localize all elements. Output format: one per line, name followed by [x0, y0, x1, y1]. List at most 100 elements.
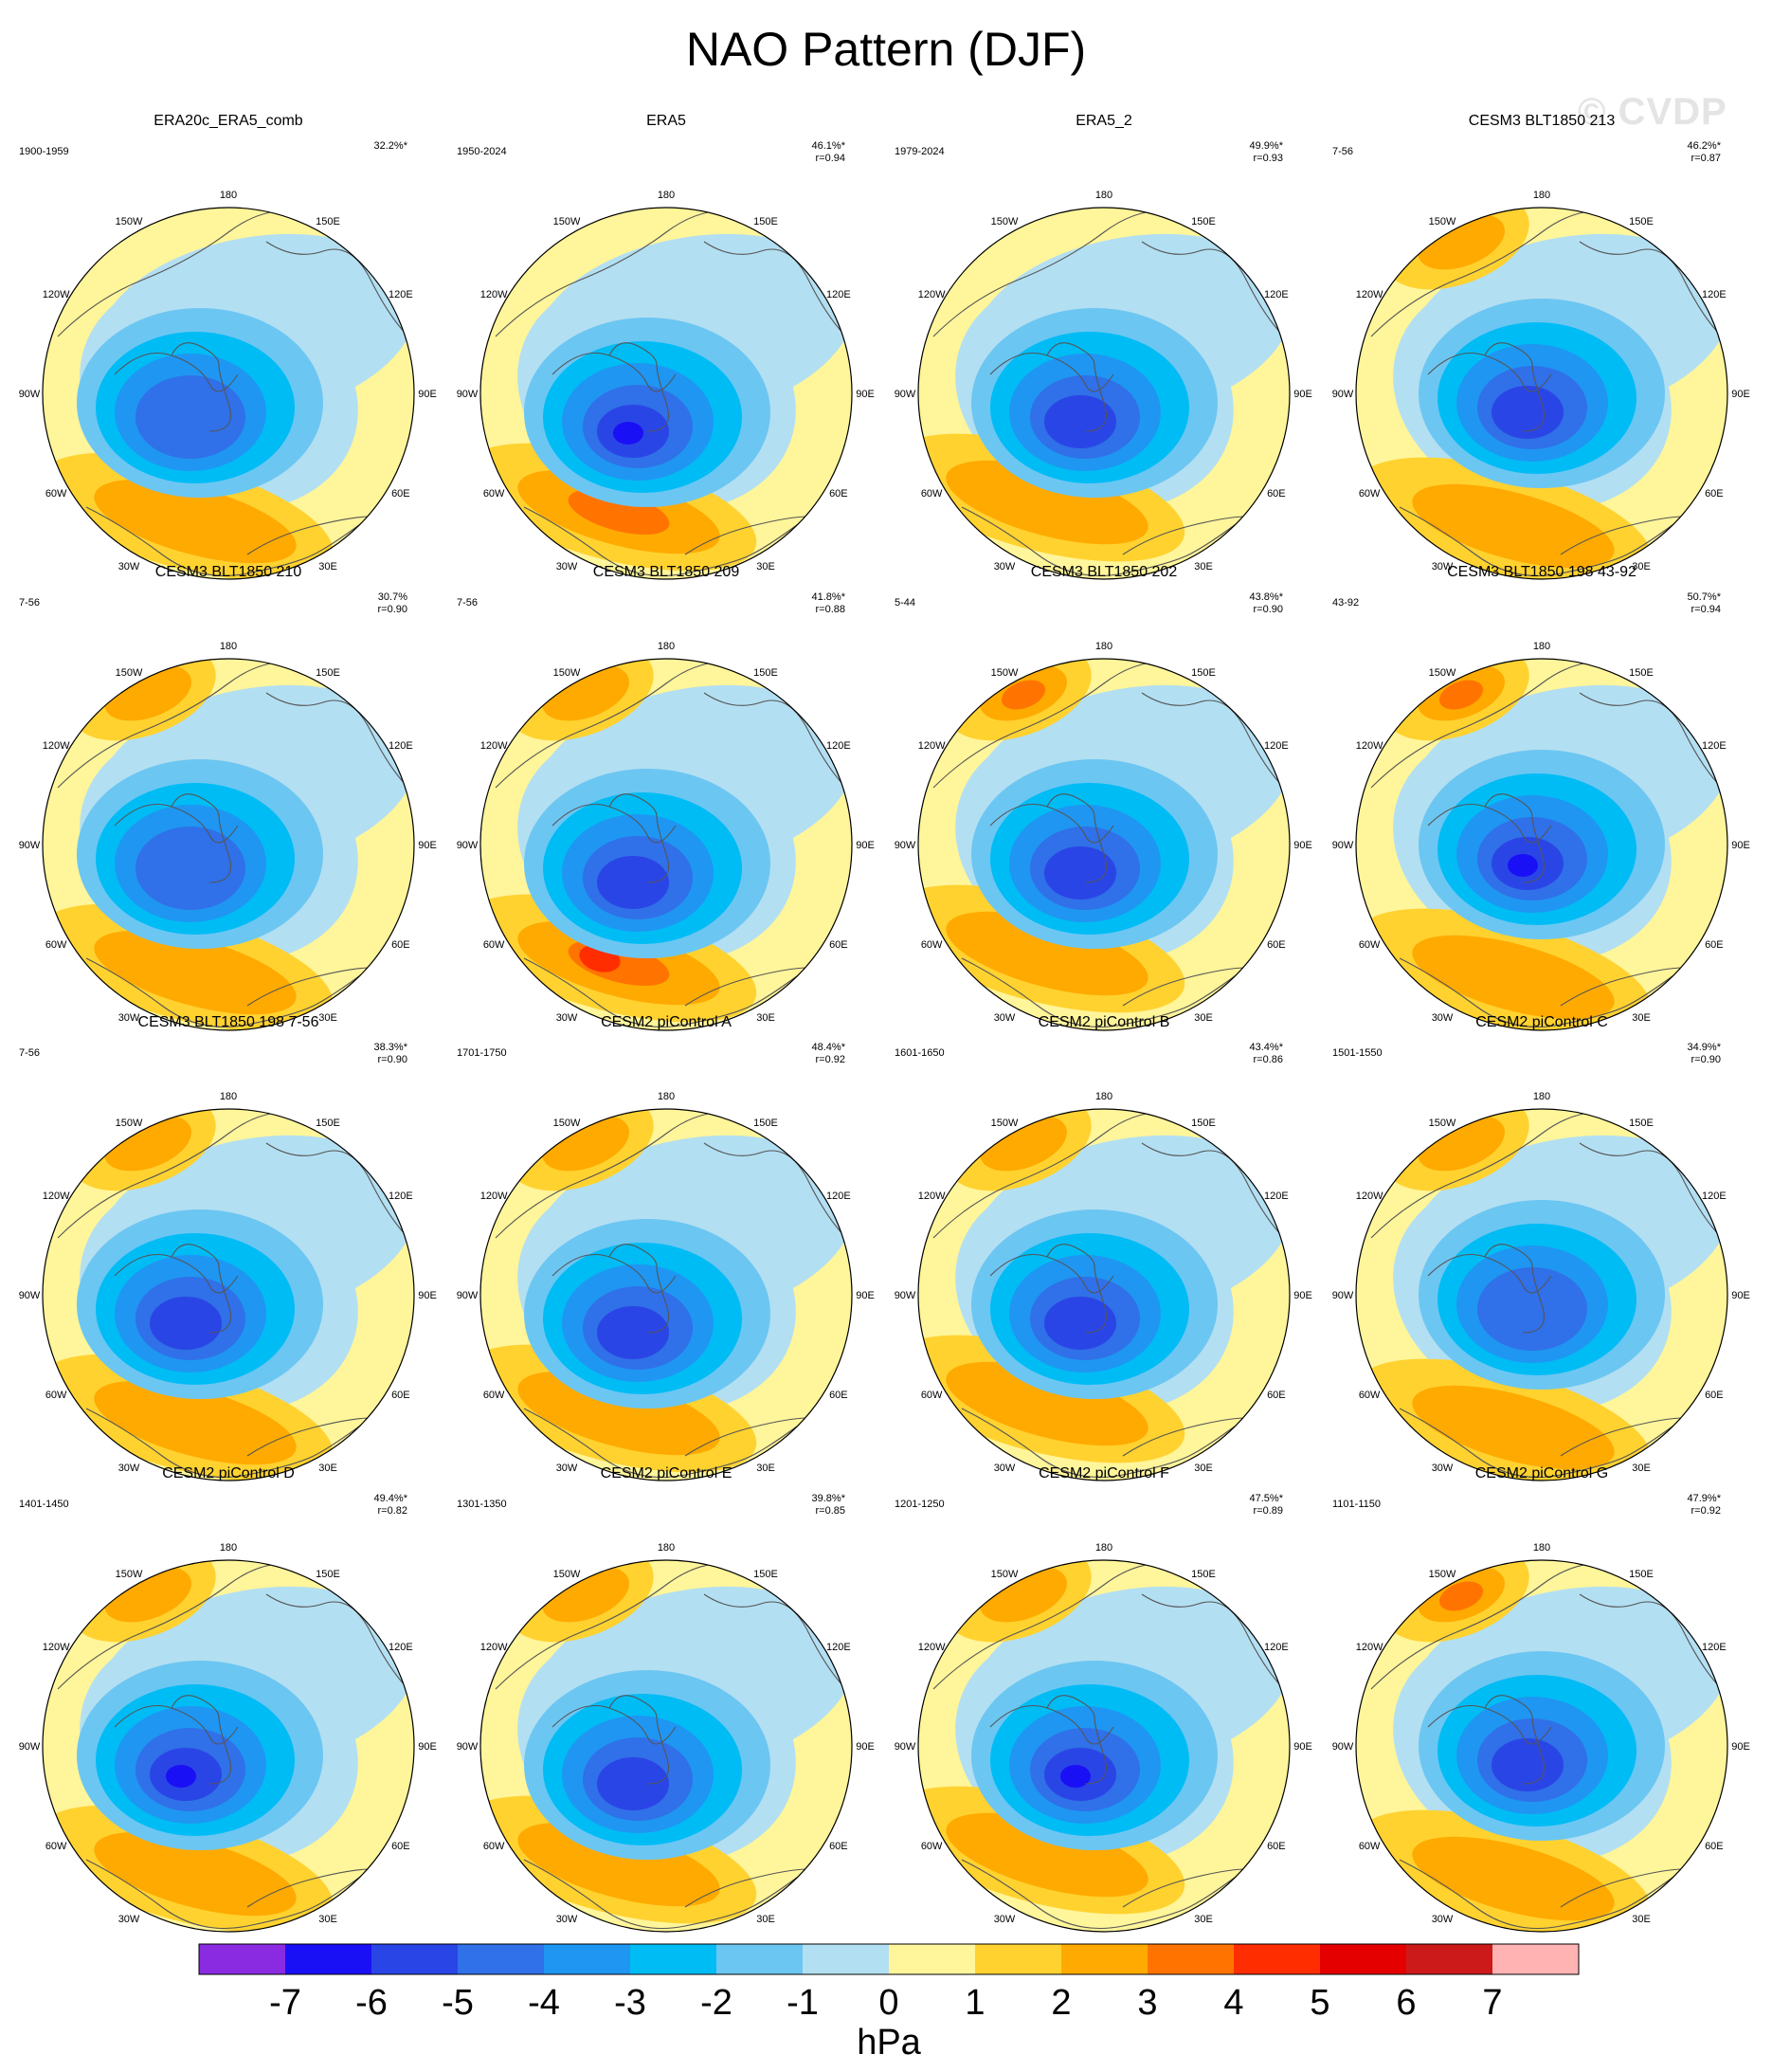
- colorbar-swatch: [1148, 1944, 1234, 1974]
- explained-variance: 32.2%*: [373, 140, 407, 152]
- longitude-label: 30W: [994, 1012, 1016, 1024]
- longitude-label: 90W: [457, 840, 479, 851]
- map-panel: 180150E120E90E60E30E030W60W90W120W150WCE…: [885, 1464, 1323, 1933]
- longitude-label: 180: [1533, 190, 1550, 201]
- longitude-label: 30W: [118, 561, 140, 573]
- longitude-label: 90E: [418, 1741, 437, 1753]
- longitude-label: 30E: [1632, 1914, 1651, 1925]
- map-panel: 180150E120E90E60E30E030W60W90W120W150WCE…: [9, 1013, 447, 1481]
- map-boundary: [42, 1559, 415, 1933]
- longitude-label: 150E: [1629, 1569, 1654, 1580]
- longitude-label: 120W: [480, 740, 508, 752]
- colorbar-tick-label: 0: [878, 1983, 898, 2023]
- colorbar-tick-label: 4: [1223, 1983, 1243, 2023]
- longitude-label: 30E: [1194, 1012, 1213, 1024]
- longitude-label: 180: [1095, 1542, 1112, 1554]
- panel-period: 1701-1750: [457, 1047, 507, 1059]
- longitude-label: 90E: [856, 1290, 875, 1301]
- map-boundary: [479, 1108, 853, 1481]
- panel-stats: 48.4%* r=0.92: [769, 1042, 845, 1066]
- panel-title: CESM3 BLT1850 202: [1030, 564, 1178, 580]
- longitude-label: 120E: [1702, 289, 1727, 300]
- longitude-label: 60E: [1705, 1390, 1724, 1401]
- map-panel: 180150E120E90E60E30E030W60W90W120W150WCE…: [885, 563, 1323, 1031]
- polar-map: 180150E120E90E60E30E030W60W90W120W150W: [1332, 1091, 1750, 1481]
- map-boundary: [1355, 1108, 1728, 1481]
- panel-stats: 38.3%* r=0.90: [332, 1042, 407, 1066]
- map-panel: 180150E120E90E60E30E030W60W90W120W150WCE…: [447, 563, 885, 1031]
- longitude-label: 90E: [1293, 840, 1312, 851]
- longitude-label: 30E: [1194, 1914, 1213, 1925]
- longitude-label: 30E: [756, 1463, 775, 1474]
- panel-period: 1979-2024: [895, 146, 945, 157]
- longitude-label: 60W: [483, 1390, 505, 1401]
- longitude-label: 180: [220, 641, 237, 652]
- longitude-label: 90W: [1332, 1290, 1354, 1301]
- longitude-label: 120W: [918, 289, 946, 300]
- panel-title: ERA5: [646, 113, 686, 129]
- explained-variance: 50.7%*: [1687, 591, 1721, 603]
- longitude-label: 60E: [829, 488, 848, 500]
- panel-period: 1601-1650: [895, 1047, 945, 1059]
- longitude-label: 90W: [1332, 840, 1354, 851]
- longitude-label: 180: [658, 190, 675, 201]
- longitude-label: 90E: [418, 1290, 437, 1301]
- longitude-label: 60E: [391, 1390, 410, 1401]
- longitude-label: 60E: [1705, 1841, 1724, 1852]
- longitude-label: 30W: [556, 561, 578, 573]
- map-panel: 180150E120E90E60E30E030W60W90W120W150WCE…: [1323, 112, 1761, 580]
- longitude-label: 30E: [1194, 561, 1213, 573]
- panel-title: CESM3 BLT1850 209: [592, 564, 740, 580]
- polar-map: 180150E120E90E60E30E030W60W90W120W150W: [895, 1542, 1312, 1933]
- polar-map: 180150E120E90E60E30E030W60W90W120W150W: [457, 190, 875, 580]
- colorbar-swatch: [371, 1944, 458, 1974]
- panel-title: CESM3 BLT1850 198 43-92: [1447, 564, 1636, 580]
- longitude-label: 120E: [1702, 740, 1727, 752]
- longitude-label: 120W: [918, 1190, 946, 1202]
- longitude-label: 90E: [856, 840, 875, 851]
- longitude-label: 90E: [856, 1741, 875, 1753]
- longitude-label: 30W: [556, 1914, 578, 1925]
- longitude-label: 150E: [1191, 1118, 1216, 1129]
- longitude-label: 150W: [553, 216, 581, 227]
- longitude-label: 180: [1533, 1091, 1550, 1102]
- longitude-label: 30E: [756, 1914, 775, 1925]
- longitude-label: 60W: [45, 939, 67, 951]
- panel-period: 1401-1450: [19, 1499, 69, 1510]
- panel-period: 7-56: [1332, 146, 1354, 157]
- colorbar-tick-label: 1: [965, 1983, 985, 2023]
- longitude-label: 90W: [1332, 389, 1354, 400]
- panel-title: CESM2 piControl G: [1474, 1465, 1609, 1481]
- longitude-label: 120E: [389, 289, 413, 300]
- longitude-label: 60W: [483, 1841, 505, 1852]
- colorbar-swatch: [1234, 1944, 1320, 1974]
- polar-map: 180150E120E90E60E30E030W60W90W120W150W: [457, 641, 875, 1031]
- longitude-label: 150W: [116, 216, 143, 227]
- panel-stats: 34.9%* r=0.90: [1645, 1042, 1721, 1066]
- panel-period: 1950-2024: [457, 146, 507, 157]
- longitude-label: 60E: [391, 939, 410, 951]
- polar-map: 180150E120E90E60E30E030W60W90W120W150W: [19, 641, 437, 1031]
- pattern-correlation: r=0.90: [1691, 1054, 1722, 1065]
- map-boundary: [917, 658, 1291, 1031]
- polar-map: 180150E120E90E60E30E030W60W90W120W150W: [1332, 641, 1750, 1031]
- longitude-label: 150W: [116, 667, 143, 679]
- longitude-label: 120W: [480, 289, 508, 300]
- longitude-label: 90W: [895, 840, 916, 851]
- longitude-label: 150W: [553, 1118, 581, 1129]
- map-boundary: [1355, 207, 1728, 580]
- colorbar-unit: hPa: [857, 2023, 921, 2063]
- panel-period: 7-56: [19, 597, 41, 609]
- colorbar-tick-label: -5: [442, 1983, 474, 2023]
- longitude-label: 30E: [1632, 1463, 1651, 1474]
- panel-stats: 39.8%* r=0.85: [769, 1493, 845, 1518]
- colorbar-tick-label: -3: [614, 1983, 646, 2023]
- longitude-label: 30W: [118, 1463, 140, 1474]
- longitude-label: 90W: [1332, 1741, 1354, 1753]
- longitude-label: 120W: [43, 740, 70, 752]
- longitude-label: 30E: [318, 561, 337, 573]
- longitude-label: 120W: [918, 740, 946, 752]
- longitude-label: 150W: [1429, 216, 1456, 227]
- explained-variance: 49.9%*: [1249, 140, 1283, 152]
- pattern-correlation: r=0.89: [1253, 1505, 1284, 1517]
